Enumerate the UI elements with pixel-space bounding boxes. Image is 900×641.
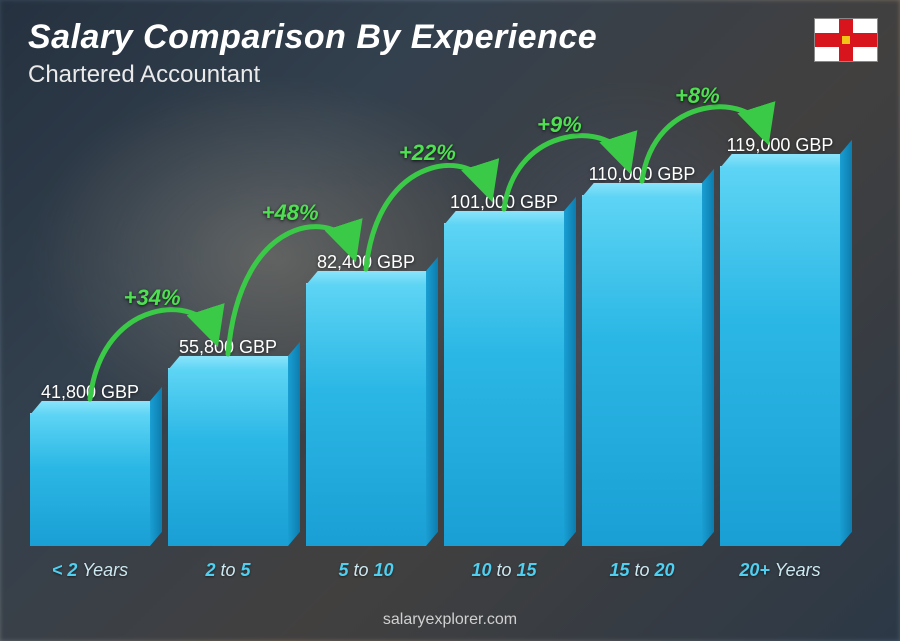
bar-value-label: 110,000 GBP [589,164,696,185]
bar-category-label: 2 to 5 [205,560,250,581]
chart-subtitle: Chartered Accountant [28,61,597,89]
bar-category-label: 20+ Years [739,560,820,581]
bar [720,166,840,546]
bar [168,368,288,546]
bar-chart: 41,800 GBP < 2 Years 55,800 GBP 2 to 5 82,40… [30,111,840,581]
bar-value-label: 82,400 GBP [317,252,415,273]
bar-value-label: 41,800 GBP [41,382,139,403]
bar-group: 41,800 GBP < 2 Years [30,382,150,581]
bar-category-label: 5 to 10 [338,560,393,581]
bar-group: 101,000 GBP 10 to 15 [444,192,564,581]
bar-value-label: 101,000 GBP [450,192,558,213]
bar-value-label: 119,000 GBP [727,135,834,156]
delta-label: +9% [537,112,582,138]
bar-category-label: < 2 Years [52,560,128,581]
footer-credit: salaryexplorer.com [0,611,900,629]
infographic-container: Salary Comparison By Experience Chartere… [0,0,900,641]
bar [30,413,150,546]
bar-category-label: 10 to 15 [471,560,536,581]
bar-category-label: 15 to 20 [609,560,674,581]
flag-icon [814,18,878,62]
chart-title: Salary Comparison By Experience [28,18,597,57]
bar [444,223,564,546]
bar-group: 119,000 GBP 20+ Years [720,135,840,581]
bar [582,195,702,546]
bar [306,283,426,546]
bar-group: 55,800 GBP 2 to 5 [168,337,288,581]
delta-label: +48% [262,200,319,226]
delta-label: +22% [399,140,456,166]
flag-center-icon [842,36,850,44]
title-block: Salary Comparison By Experience Chartere… [28,18,597,89]
bar-group: 110,000 GBP 15 to 20 [582,164,702,581]
bar-value-label: 55,800 GBP [179,337,277,358]
delta-label: +8% [675,83,720,109]
bar-group: 82,400 GBP 5 to 10 [306,252,426,581]
delta-label: +34% [124,285,181,311]
